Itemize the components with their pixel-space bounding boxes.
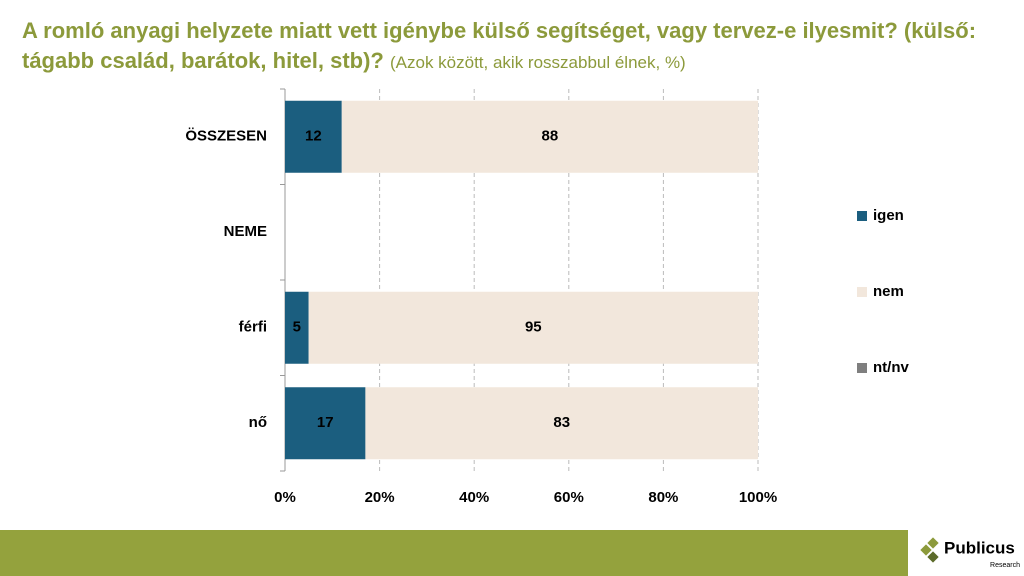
legend-swatch [857, 363, 867, 373]
x-tick-label: 80% [648, 489, 678, 506]
data-label: 5 [293, 319, 301, 336]
bar-segment [285, 387, 366, 460]
bar-segment [285, 291, 309, 364]
y-tick-label: férfi [239, 319, 267, 336]
chart-title: A romló anyagi helyzete miatt vett igény… [22, 18, 977, 73]
data-label: 83 [553, 414, 570, 431]
legend-label: nem [873, 283, 904, 300]
x-tick-label: 40% [459, 489, 489, 506]
legend-swatch [857, 211, 867, 221]
logo-text: Publicus [944, 538, 1015, 557]
y-tick-label: NEME [224, 223, 267, 240]
bar-segment [285, 100, 342, 173]
data-label: 95 [525, 319, 542, 336]
logo-icon [920, 537, 939, 563]
x-tick-label: 60% [554, 489, 584, 506]
bar-segment [341, 100, 758, 173]
x-tick-label: 100% [739, 489, 777, 506]
bar-segment [365, 387, 758, 460]
y-tick-label: ÖSSZESEN [185, 128, 267, 145]
legend-label: igen [873, 207, 904, 224]
x-tick-label: 20% [365, 489, 395, 506]
y-tick-label: nő [249, 414, 267, 431]
bar-segment [308, 291, 758, 364]
data-label: 88 [542, 128, 559, 145]
legend-label: nt/nv [873, 359, 909, 376]
x-tick-label: 0% [274, 489, 296, 506]
data-label: 17 [317, 414, 334, 431]
footer-bar [0, 530, 1024, 576]
data-label: 12 [305, 128, 322, 145]
legend-swatch [857, 287, 867, 297]
logo-subtext: Research [990, 562, 1020, 569]
chart-subtitle: (Azok között, akik rosszabbul élnek, %) [389, 53, 686, 72]
title-block: A romló anyagi helyzete miatt vett igény… [22, 16, 1012, 78]
